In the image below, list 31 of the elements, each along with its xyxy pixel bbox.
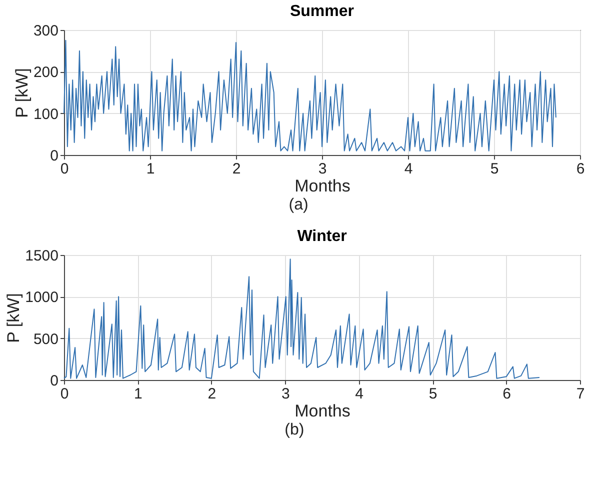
y-axis-title: P [kW] [12,68,32,118]
chart-title: Winter [297,228,347,245]
line-series [64,40,556,152]
x-axis-title: Months [294,402,350,420]
x-tick-label: 1 [146,160,155,178]
x-tick-label: 2 [208,386,216,402]
x-axis-title: Months [294,176,350,196]
text: (a) [288,196,308,214]
y-tick-label: 0 [50,372,58,390]
y-tick-label: 300 [33,22,58,40]
x-tick-label: 4 [355,386,364,402]
x-tick-label: 2 [232,160,241,178]
x-tick-label: 5 [428,386,438,402]
x-tick-label: 1 [134,386,142,402]
chart-title: Summer [290,3,354,20]
y-tick-label: 1000 [25,289,58,306]
y-tick-label: 500 [33,330,58,348]
y-tick-label: 1500 [25,248,58,264]
x-tick-label: 7 [576,386,585,402]
line-series [64,258,540,379]
x-tick-label: 3 [281,386,290,402]
x-tick-label: 3 [318,160,327,178]
x-tick-label: 6 [576,160,585,178]
text: (b) [284,422,304,438]
x-tick-label: 6 [502,386,511,402]
y-tick-label: 200 [33,64,58,82]
y-tick-label: 100 [33,106,58,123]
y-axis-title: P [kW] [4,293,24,343]
x-tick-label: 4 [404,160,413,178]
y-tick-label: 0 [50,148,58,164]
x-tick-label: 5 [490,160,499,178]
